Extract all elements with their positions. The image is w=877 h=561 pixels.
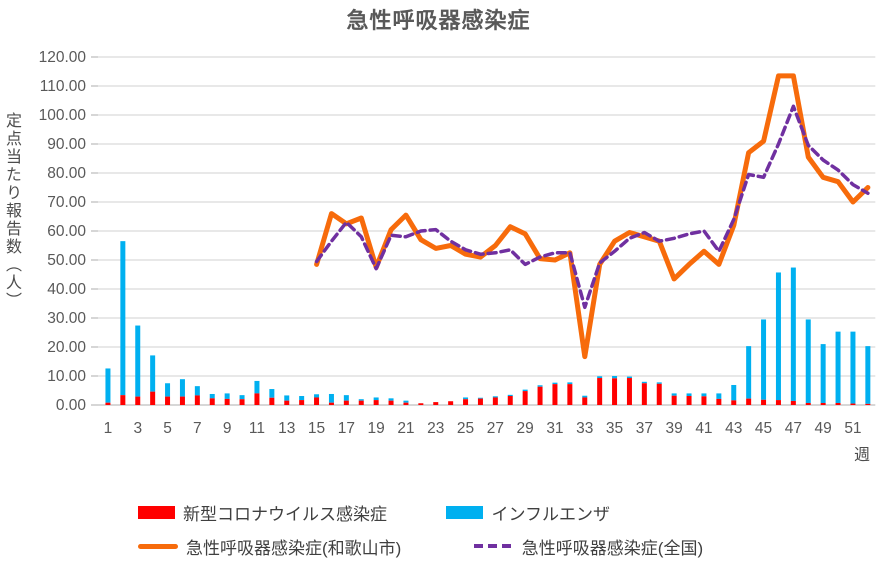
national-dashed-line-swatch-icon <box>473 544 514 548</box>
svg-text:23: 23 <box>427 420 444 437</box>
svg-text:21: 21 <box>397 420 414 437</box>
y-tick-labels: 0.00 10.00 20.00 30.00 40.00 50.00 60.00 70.00 8… <box>39 49 87 414</box>
x-tick-labels: 1 3 5 7 9 11 13 15 17 19 21 23 25 27 29 31 33 35 37 39 41 43 4… <box>104 420 862 437</box>
legend-item-covid: 新型コロナウイルス感染症 <box>138 501 387 524</box>
svg-text:9: 9 <box>223 420 232 437</box>
svg-text:100.00: 100.00 <box>39 107 87 124</box>
chart-plot: 0.00 10.00 20.00 30.00 40.00 50.00 60.00 70.00 8… <box>39 49 876 437</box>
covid-bar-swatch-icon <box>138 505 175 519</box>
svg-text:10.00: 10.00 <box>47 368 86 385</box>
svg-text:43: 43 <box>725 420 742 437</box>
influenza-bar-swatch-icon <box>446 505 484 519</box>
svg-text:31: 31 <box>546 420 563 437</box>
svg-text:15: 15 <box>308 420 325 437</box>
svg-text:30.00: 30.00 <box>47 310 86 327</box>
svg-text:25: 25 <box>457 420 474 437</box>
svg-text:20.00: 20.00 <box>47 339 86 356</box>
svg-text:37: 37 <box>636 420 653 437</box>
svg-text:29: 29 <box>517 420 534 437</box>
svg-text:51: 51 <box>844 420 861 437</box>
legend-label-covid: 新型コロナウイルス感染症 <box>183 504 387 524</box>
svg-text:13: 13 <box>278 420 295 437</box>
svg-text:39: 39 <box>666 420 683 437</box>
x-axis-title: 週 <box>854 447 871 464</box>
line-wakayama <box>314 73 871 360</box>
wakayama-line-swatch-icon <box>138 543 178 549</box>
gridlines <box>91 56 876 406</box>
svg-text:17: 17 <box>338 420 355 437</box>
svg-text:47: 47 <box>785 420 802 437</box>
svg-text:50.00: 50.00 <box>47 252 86 269</box>
legend-label-influenza: インフルエンザ <box>491 504 610 524</box>
legend-item-national: 急性呼吸器感染症(全国) <box>473 535 704 558</box>
svg-text:0.00: 0.00 <box>56 397 87 414</box>
svg-text:40.00: 40.00 <box>47 281 86 298</box>
chart-title: 急性呼吸器感染症 <box>346 8 531 33</box>
bars-covid <box>105 378 871 405</box>
svg-text:7: 7 <box>193 420 202 437</box>
svg-text:11: 11 <box>249 420 265 437</box>
svg-text:5: 5 <box>163 420 172 437</box>
svg-text:33: 33 <box>576 420 593 437</box>
legend-item-influenza: インフルエンザ <box>446 501 610 524</box>
svg-text:80.00: 80.00 <box>47 165 86 182</box>
svg-text:90.00: 90.00 <box>47 136 86 153</box>
svg-text:27: 27 <box>487 420 504 437</box>
svg-text:49: 49 <box>815 420 832 437</box>
svg-text:70.00: 70.00 <box>47 194 86 211</box>
svg-text:45: 45 <box>755 420 772 437</box>
svg-text:60.00: 60.00 <box>47 223 86 240</box>
line-national <box>314 104 870 310</box>
bars-influenza <box>105 241 871 404</box>
svg-text:110.00: 110.00 <box>40 78 87 95</box>
svg-text:41: 41 <box>695 420 712 437</box>
legend-label-wakayama: 急性呼吸器感染症(和歌山市) <box>186 538 402 558</box>
legend-row-2: 急性呼吸器感染症(和歌山市) 急性呼吸器感染症(全国) <box>138 535 858 558</box>
legend-row-1: 新型コロナウイルス感染症 インフルエンザ <box>138 501 858 524</box>
legend-label-national: 急性呼吸器感染症(全国) <box>521 538 704 558</box>
svg-text:120.00: 120.00 <box>39 49 87 66</box>
svg-text:35: 35 <box>606 420 623 437</box>
y-axis-title: 定点当たり報告数（人） <box>3 112 20 310</box>
legend-item-wakayama: 急性呼吸器感染症(和歌山市) <box>138 535 402 558</box>
svg-text:19: 19 <box>368 420 385 437</box>
svg-text:1: 1 <box>104 420 113 437</box>
svg-text:3: 3 <box>133 420 142 437</box>
